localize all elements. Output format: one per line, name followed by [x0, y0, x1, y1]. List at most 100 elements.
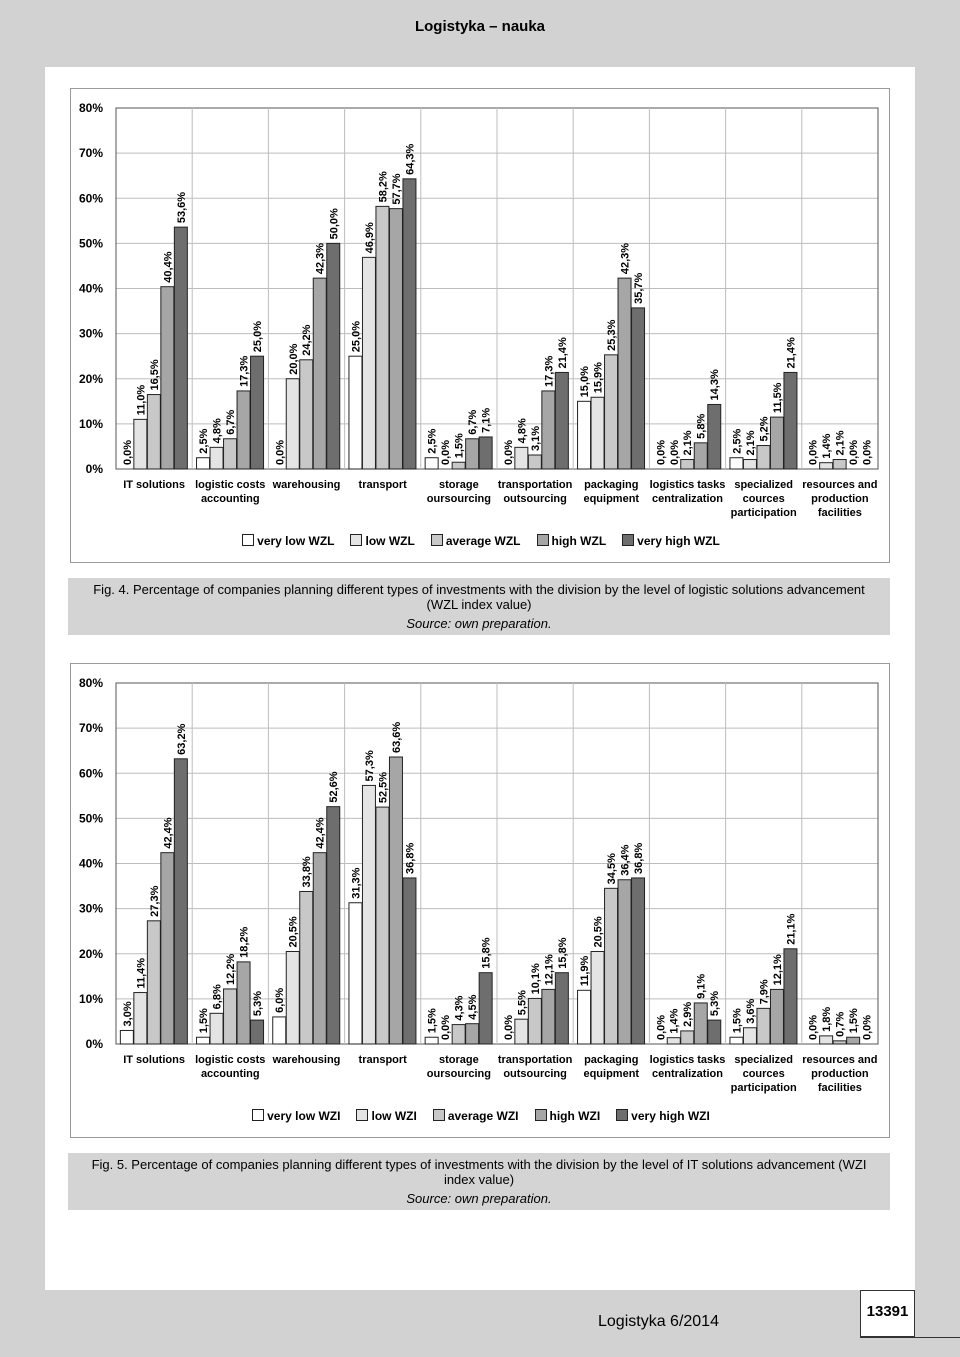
legend-item: very high WZI [616, 1109, 710, 1123]
value-label: 57,3% [364, 750, 376, 781]
y-tick-label: 20% [79, 372, 103, 386]
legend-label: high WZI [549, 1109, 601, 1123]
value-label: 31,3% [350, 867, 362, 898]
x-tick-label: IT solutions [123, 1054, 185, 1066]
value-label: 6,8% [212, 984, 224, 1009]
bar [666, 1037, 681, 1045]
x-tick-label: logistics tasks centralization [649, 1054, 726, 1080]
value-label: 21,4% [785, 337, 797, 368]
bar [285, 378, 300, 470]
value-label: 3,6% [745, 998, 757, 1023]
value-label: 0,7% [835, 1012, 847, 1037]
value-label: 7,9% [758, 979, 770, 1004]
value-label: 21,4% [557, 337, 569, 368]
bar [769, 416, 784, 470]
bar [299, 890, 314, 1045]
bar [133, 992, 148, 1045]
legend-label: very low WZI [267, 1109, 341, 1123]
value-label: 36,8% [633, 843, 645, 874]
y-tick-label: 30% [79, 327, 103, 341]
legend-label: very low WZL [257, 534, 335, 548]
x-tick-label: specialized cources participation [730, 1054, 797, 1094]
value-label: 7,1% [481, 408, 493, 433]
value-label: 2,9% [682, 1002, 694, 1027]
value-label: 0,0% [440, 440, 452, 465]
legend-item: very low WZI [252, 1109, 340, 1123]
value-label: 42,3% [315, 243, 327, 274]
bar [312, 277, 327, 470]
x-tick-label: transportation outsourcing [497, 1054, 573, 1080]
y-tick-label: 60% [79, 766, 103, 780]
bar [617, 879, 632, 1045]
value-label: 18,2% [239, 926, 251, 957]
bar [209, 1012, 224, 1045]
value-label: 3,1% [530, 426, 542, 451]
bar [832, 459, 847, 470]
bar [577, 989, 592, 1045]
legend-swatch [430, 534, 443, 546]
figure-caption: Fig. 4. Percentage of companies planning… [93, 582, 865, 612]
bar [361, 256, 376, 470]
bar [846, 1036, 861, 1045]
value-label: 21,1% [785, 913, 797, 944]
x-tick-label: logistic costs accounting [195, 479, 266, 505]
bar [160, 286, 175, 470]
legend-label: average WZL [445, 534, 521, 548]
value-label: 6,7% [467, 409, 479, 434]
y-tick-label: 20% [79, 947, 103, 961]
value-label: 0,0% [808, 440, 820, 465]
bar [236, 390, 251, 470]
x-tick-label: transportation outsourcing [497, 479, 573, 505]
value-label: 11,0% [135, 385, 147, 416]
figure-source: Source: own preparation. [406, 1191, 552, 1206]
y-tick-label: 50% [79, 811, 103, 825]
value-label: 0,0% [503, 1015, 515, 1040]
x-tick-label: transport [358, 479, 407, 491]
value-label: 12,1% [543, 954, 555, 985]
bar [832, 1040, 847, 1045]
bar [223, 988, 238, 1045]
value-label: 42,4% [315, 817, 327, 848]
legend-swatch [432, 1109, 445, 1121]
figure-source: Source: own preparation. [406, 616, 552, 631]
legend-item: high WZL [536, 534, 606, 548]
bar [388, 756, 403, 1045]
value-label: 25,0% [252, 321, 264, 352]
bar [742, 1027, 757, 1045]
bar [514, 1018, 529, 1045]
value-label: 1,5% [427, 1008, 439, 1033]
value-label: 17,3% [543, 356, 555, 387]
bar [617, 277, 632, 470]
bar [693, 442, 708, 470]
value-label: 0,0% [122, 440, 134, 465]
bar [631, 307, 646, 470]
value-label: 58,2% [377, 171, 389, 202]
legend-swatch [356, 1109, 369, 1121]
bar [465, 438, 480, 470]
bar [451, 1024, 466, 1045]
bar [756, 445, 771, 470]
legend-swatch [536, 534, 549, 546]
bar [196, 457, 211, 470]
value-label: 2,1% [682, 430, 694, 455]
bar [402, 178, 417, 470]
value-label: 0,0% [862, 1015, 874, 1040]
bar [729, 457, 744, 470]
y-tick-label: 50% [79, 236, 103, 250]
bar [577, 400, 592, 470]
legend-swatch [242, 534, 255, 546]
bar [590, 396, 605, 470]
value-label: 4,5% [467, 994, 479, 1019]
x-tick-label: specialized cources participation [730, 479, 797, 519]
bar [348, 902, 363, 1045]
y-tick-label: 0% [86, 1037, 104, 1051]
value-label: 15,9% [593, 362, 605, 393]
bar [285, 950, 300, 1045]
value-label: 1,5% [848, 1008, 860, 1033]
bar [236, 961, 251, 1045]
value-label: 11,5% [772, 382, 784, 413]
bar [590, 950, 605, 1045]
bar [756, 1007, 771, 1045]
value-label: 5,3% [252, 991, 264, 1016]
value-label: 14,3% [709, 369, 721, 400]
